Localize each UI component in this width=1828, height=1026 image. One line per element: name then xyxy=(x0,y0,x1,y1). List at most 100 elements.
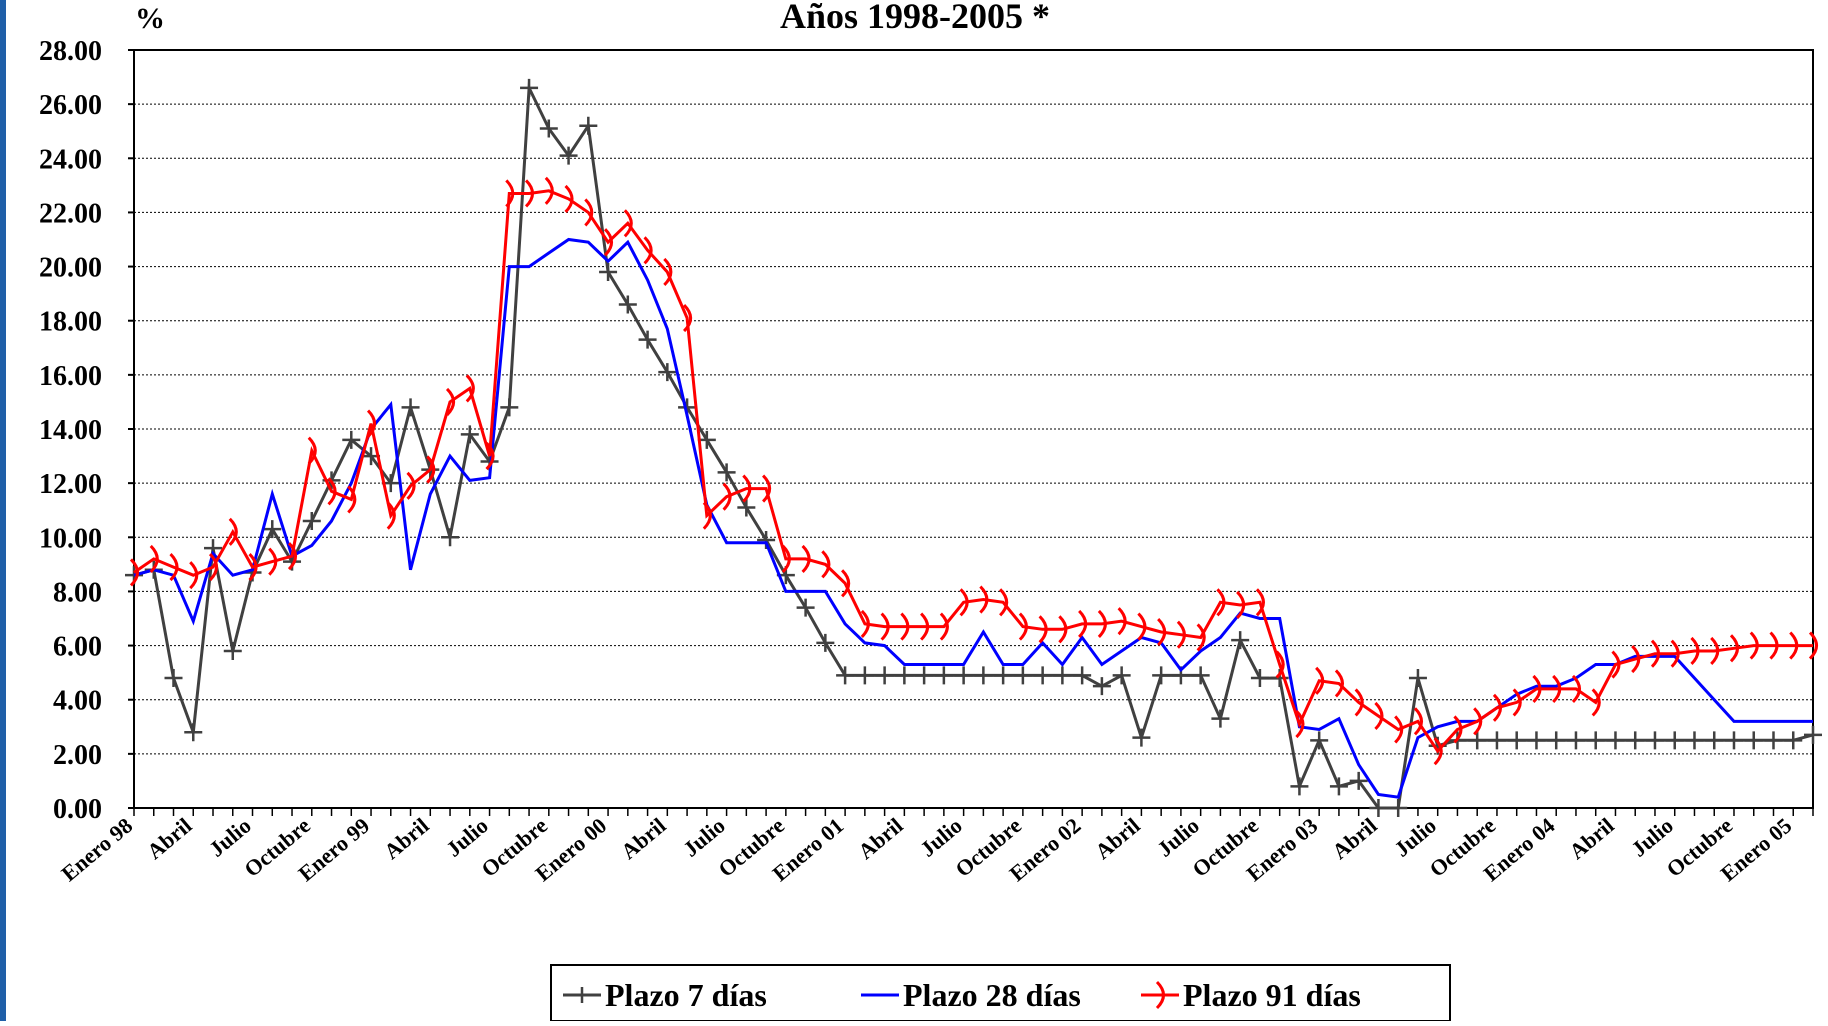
marker xyxy=(999,588,1009,617)
marker xyxy=(1349,771,1368,790)
marker xyxy=(500,398,519,417)
marker xyxy=(658,363,677,382)
marker xyxy=(1808,631,1818,660)
marker xyxy=(347,485,357,514)
legend-marker xyxy=(1155,980,1165,1010)
marker xyxy=(603,228,614,257)
marker xyxy=(1196,623,1206,652)
marker xyxy=(816,633,835,652)
marker xyxy=(287,542,298,571)
marker xyxy=(1532,674,1542,703)
marker xyxy=(1315,666,1325,695)
marker xyxy=(638,330,657,349)
marker xyxy=(1804,725,1822,744)
y-tick-label: 4.00 xyxy=(53,686,102,717)
marker xyxy=(1645,731,1664,750)
marker xyxy=(1290,777,1309,796)
marker xyxy=(623,209,633,238)
marker xyxy=(1547,731,1566,750)
marker xyxy=(939,612,949,641)
marker xyxy=(1769,631,1779,660)
series xyxy=(133,237,1813,799)
marker xyxy=(327,477,337,506)
marker xyxy=(1744,731,1763,750)
marker xyxy=(855,666,874,685)
marker xyxy=(539,119,558,138)
marker xyxy=(1157,617,1167,647)
marker xyxy=(386,501,396,530)
marker xyxy=(406,471,416,500)
marker xyxy=(841,569,851,598)
marker xyxy=(1527,731,1546,750)
marker xyxy=(1112,666,1131,685)
marker xyxy=(1369,799,1388,817)
marker xyxy=(979,585,989,614)
legend-label: Plazo 91 días xyxy=(1183,977,1361,1013)
marker xyxy=(1453,715,1463,744)
y-tick-label: 22.00 xyxy=(39,198,102,229)
marker xyxy=(836,666,855,685)
marker xyxy=(1552,674,1562,703)
marker xyxy=(248,553,258,582)
marker xyxy=(1705,731,1724,750)
marker xyxy=(974,666,993,685)
marker xyxy=(1512,688,1522,717)
marker xyxy=(208,553,219,582)
marker xyxy=(1018,612,1028,641)
marker xyxy=(1611,650,1621,679)
marker xyxy=(366,409,377,438)
plot-area: 0.00 2.00 4.00 6.00 8.00 10.00 12.00 14.00 16.00… xyxy=(39,36,1822,886)
y-tick-label: 0.00 xyxy=(53,794,102,825)
marker xyxy=(342,430,361,449)
y-tick-label: 12.00 xyxy=(39,469,102,500)
marker xyxy=(1250,669,1269,688)
left-border xyxy=(0,0,6,1021)
marker xyxy=(1690,636,1700,666)
marker xyxy=(520,78,539,97)
y-tick-label: 14.00 xyxy=(39,415,102,446)
series xyxy=(129,176,1818,766)
marker xyxy=(801,544,811,574)
x-tick-label: Abril xyxy=(1564,813,1618,864)
x-tick-label: Abril xyxy=(853,813,907,864)
marker xyxy=(920,612,930,641)
marker xyxy=(702,501,712,530)
marker xyxy=(1665,731,1684,750)
marker xyxy=(485,442,495,471)
marker xyxy=(1038,615,1048,644)
marker xyxy=(223,641,242,660)
marker xyxy=(1231,631,1250,650)
marker xyxy=(445,387,456,416)
x-tick-label: Abril xyxy=(1327,813,1381,864)
marker xyxy=(228,517,238,546)
marker xyxy=(900,612,910,641)
marker xyxy=(1606,731,1625,750)
marker xyxy=(697,430,716,449)
marker xyxy=(781,544,791,574)
marker xyxy=(994,666,1013,685)
marker xyxy=(954,666,973,685)
marker xyxy=(599,262,618,281)
y-tick-label: 16.00 xyxy=(39,361,102,392)
x-tick-label: Abril xyxy=(142,813,196,864)
y-tick-label: 18.00 xyxy=(39,307,102,338)
marker xyxy=(1413,707,1423,736)
marker xyxy=(1211,709,1230,728)
y-axis-label: % xyxy=(135,2,165,35)
marker xyxy=(1236,590,1246,620)
marker xyxy=(1433,737,1443,766)
legend-label: Plazo 28 días xyxy=(903,977,1081,1013)
chart-title: Años 1998-2005 * xyxy=(780,0,1050,36)
marker xyxy=(559,146,578,165)
marker xyxy=(717,463,736,482)
marker xyxy=(1117,607,1127,636)
marker xyxy=(1685,731,1704,750)
marker xyxy=(1724,731,1743,750)
marker xyxy=(441,528,460,547)
x-tick-label: Abril xyxy=(1090,813,1144,864)
marker xyxy=(129,558,139,587)
marker xyxy=(1078,609,1088,638)
marker xyxy=(584,198,594,227)
legend-label: Plazo 7 días xyxy=(605,977,767,1013)
